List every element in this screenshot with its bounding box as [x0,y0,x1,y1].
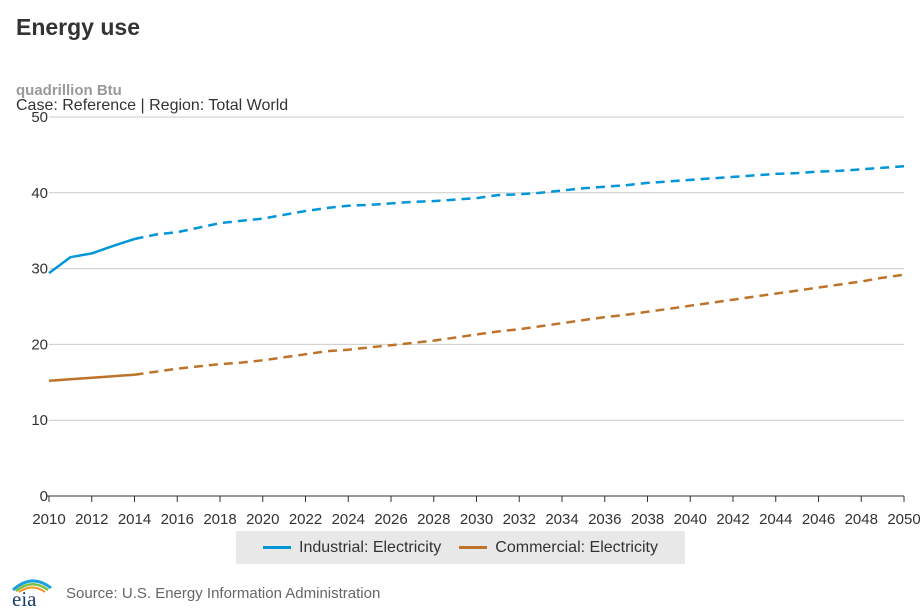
x-tick-label: 2050 [887,511,920,528]
x-tick-label: 2040 [674,511,707,528]
case-region-subtitle: Case: Reference | Region: Total World [16,97,289,114]
x-tick-label: 2010 [32,511,65,528]
legend-swatch-commercial [459,546,488,549]
x-tick-label: 2020 [246,511,279,528]
legend: Industrial: Electricity Commercial: Elec… [236,531,685,564]
y-tick-label: 50 [31,109,48,126]
legend-item-industrial[interactable]: Industrial: Electricity [263,539,441,557]
y-tick-label: 40 [31,185,48,202]
source-note: Source: U.S. Energy Information Administ… [66,584,381,602]
x-tick-label: 2018 [203,511,236,528]
x-tick-label: 2032 [503,511,536,528]
series-line-history-0 [48,237,135,275]
x-tick-label: 2044 [759,511,792,528]
svg-text:eia: eia [12,587,37,607]
legend-item-commercial[interactable]: Commercial: Electricity [459,539,658,557]
x-tick-label: 2036 [588,511,621,528]
y-tick-label: 10 [31,412,48,429]
series-line-history-1 [48,373,135,383]
y-tick-label: 0 [40,488,48,505]
x-tick-label: 2028 [417,511,450,528]
chart-title: Energy use [16,14,140,40]
eia-logo-icon: eia [10,575,54,611]
x-tick-label: 2030 [460,511,493,528]
y-tick-label: 20 [31,336,48,353]
legend-label-commercial: Commercial: Electricity [495,538,658,556]
x-tick-label: 2012 [75,511,108,528]
series-line-projection-1 [134,273,905,376]
units-label: quadrillion Btu [16,82,122,99]
x-tick-label: 2034 [545,511,578,528]
series-line-projection-0 [134,165,905,241]
x-tick-label: 2016 [161,511,194,528]
legend-swatch-industrial [263,546,292,549]
x-tick-label: 2038 [631,511,664,528]
footer: eia Source: U.S. Energy Information Admi… [10,575,381,611]
y-tick-label: 30 [31,261,48,278]
x-tick-label: 2022 [289,511,322,528]
x-tick-label: 2014 [118,511,151,528]
x-tick-label: 2046 [802,511,835,528]
legend-label-industrial: Industrial: Electricity [299,538,442,556]
x-tick-label: 2024 [332,511,365,528]
x-tick-label: 2048 [845,511,878,528]
x-tick-label: 2026 [374,511,407,528]
x-tick-label: 2042 [716,511,749,528]
